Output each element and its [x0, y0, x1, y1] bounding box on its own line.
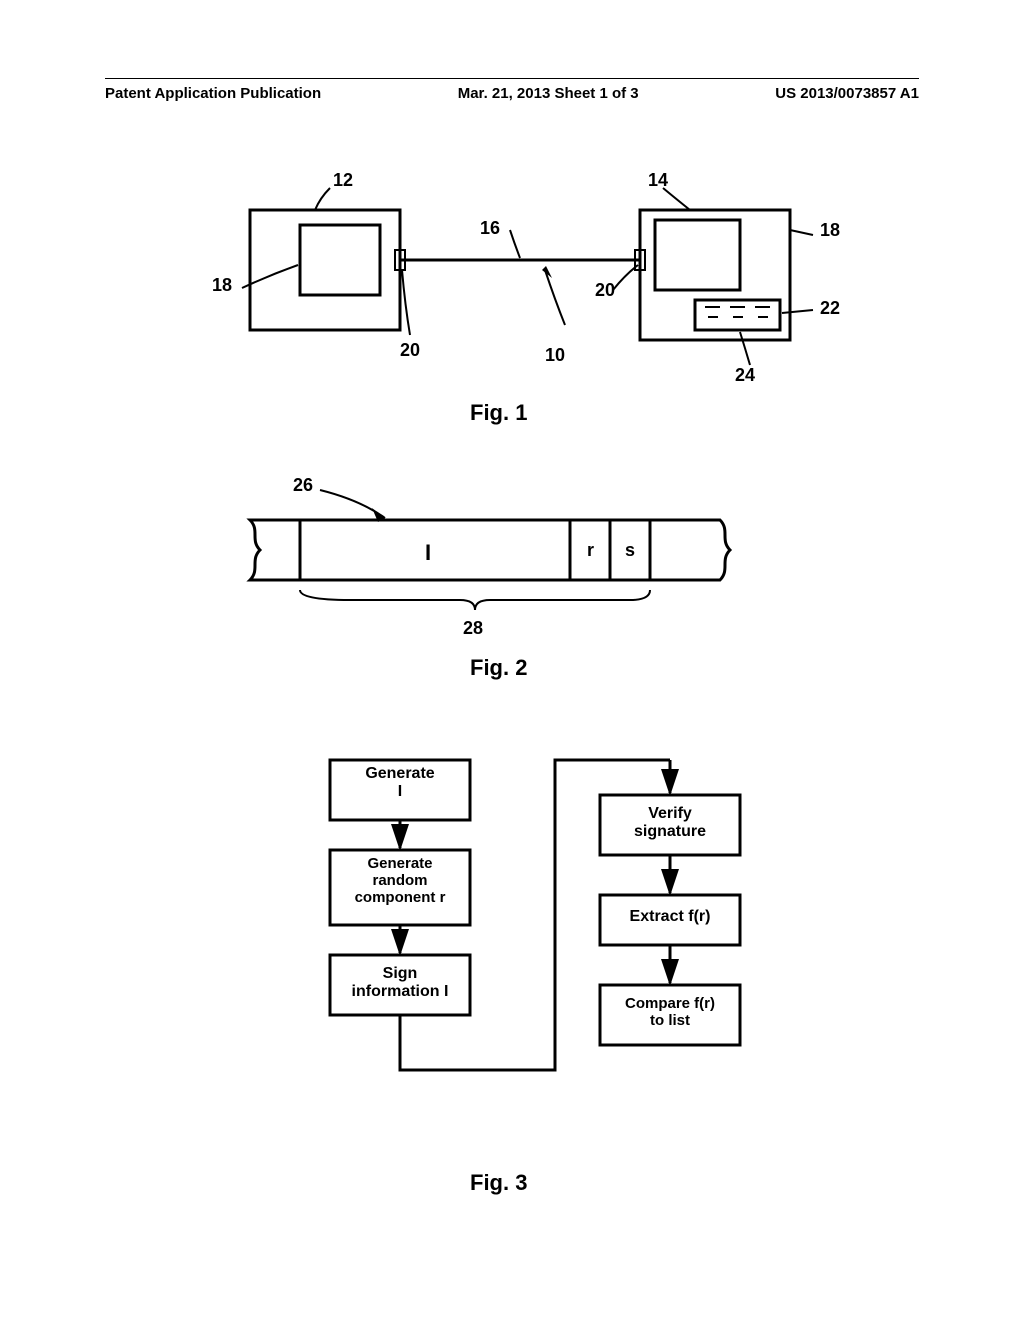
header-center: Mar. 21, 2013 Sheet 1 of 3	[458, 85, 639, 102]
header-left: Patent Application Publication	[105, 85, 321, 102]
fig1-svg	[220, 170, 840, 390]
fig2-label-s: s	[625, 540, 635, 561]
fig1-label-20l: 20	[400, 340, 420, 361]
fig2-label-r: r	[587, 540, 594, 561]
page-header: Patent Application Publication Mar. 21, …	[105, 85, 919, 102]
fig1-label-20r: 20	[595, 280, 615, 301]
fig3-box-extract: Extract f(r)	[600, 908, 740, 926]
fig3-box-generate-I: Generate I	[330, 765, 470, 801]
fig1-label-18l: 18	[212, 275, 232, 296]
fig3-caption: Fig. 3	[470, 1170, 527, 1196]
fig2-label-26: 26	[293, 475, 313, 496]
fig1-label-14: 14	[648, 170, 668, 191]
fig2-caption: Fig. 2	[470, 655, 527, 681]
fig3-box-sign: Sign information I	[330, 965, 470, 1001]
header-rule	[105, 78, 919, 79]
fig1-label-12: 12	[333, 170, 353, 191]
fig2-label-28: 28	[463, 618, 483, 639]
patent-page: Patent Application Publication Mar. 21, …	[0, 0, 1024, 1320]
fig1-label-18r: 18	[820, 220, 840, 241]
fig1-label-10: 10	[545, 345, 565, 366]
header-right: US 2013/0073857 A1	[775, 85, 919, 102]
fig1-caption: Fig. 1	[470, 400, 527, 426]
fig1-label-22: 22	[820, 298, 840, 319]
fig1-label-24: 24	[735, 365, 755, 386]
fig2-svg	[230, 480, 790, 640]
fig1-label-16: 16	[480, 218, 500, 239]
fig2-label-I: I	[425, 540, 431, 566]
fig3-box-verify: Verify signature	[600, 805, 740, 841]
fig3-box-compare: Compare f(r) to list	[600, 995, 740, 1029]
fig3-box-generate-r: Generate random component r	[330, 855, 470, 906]
